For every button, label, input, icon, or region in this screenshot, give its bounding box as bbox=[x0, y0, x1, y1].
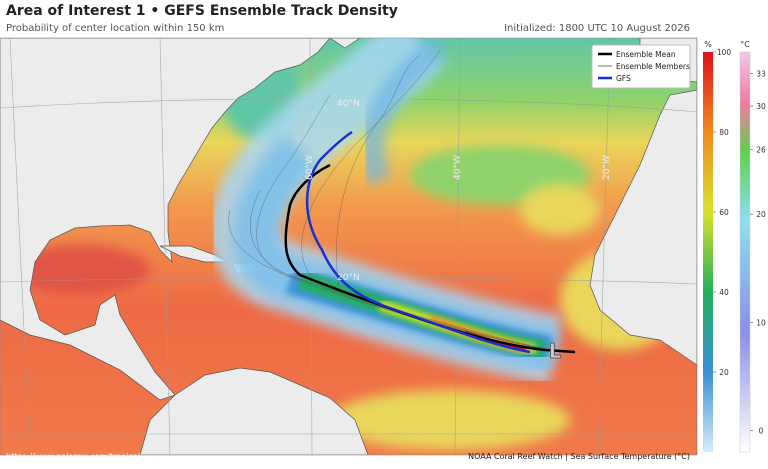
colorbar-unit: °C bbox=[740, 40, 750, 49]
colorbar-tick-label: 33 bbox=[756, 70, 766, 79]
colorbar-tick-label: 60 bbox=[719, 208, 729, 217]
legend-label: GFS bbox=[616, 74, 631, 83]
gfs-track bbox=[305, 130, 531, 354]
map-frame bbox=[0, 37, 698, 456]
footer-credit: NOAA Coral Reef Watch | Sea Surface Temp… bbox=[468, 452, 690, 461]
colorbar-tick-label: 40 bbox=[719, 288, 729, 297]
lat-label: 20°N bbox=[337, 273, 360, 283]
lon-label: 40°W bbox=[453, 155, 463, 180]
legend-label: Ensemble Members bbox=[616, 62, 690, 71]
colorbar-tick-label: 26 bbox=[756, 145, 766, 154]
colorbar-tick-label: 10 bbox=[756, 318, 766, 327]
colorbar-unit: % bbox=[704, 40, 712, 49]
lon-label: 20°W bbox=[602, 155, 612, 180]
storm-marker: L bbox=[549, 339, 562, 363]
colorbar-tick-label: 100 bbox=[717, 48, 732, 57]
colorbar-tick-label: 20 bbox=[756, 210, 766, 219]
greenland-canada bbox=[329, 38, 361, 49]
map-area: L 40°N 20°N 0° 100°W 80°W 60°W 40°W 20°W bbox=[0, 38, 697, 455]
colorbar-tick-label: 80 bbox=[719, 128, 729, 137]
colorbar-tick-label: 0 bbox=[759, 426, 764, 435]
lon-label: 60°W bbox=[305, 155, 315, 180]
lon-label: 80°W bbox=[155, 155, 165, 180]
colorbar-sst bbox=[739, 51, 751, 453]
colorbar-tick-label: 30 bbox=[756, 102, 766, 111]
lat-label: 40°N bbox=[337, 99, 360, 109]
legend-label: Ensemble Mean bbox=[616, 50, 676, 59]
lat-label: 0° bbox=[340, 425, 350, 435]
footer-url: https://www.polarwx.com/tropical bbox=[6, 452, 140, 461]
title: Area of Interest 1 • GEFS Ensemble Track… bbox=[6, 3, 398, 19]
north-america bbox=[0, 38, 331, 401]
legend: Ensemble Mean Ensemble Members GFS bbox=[591, 44, 691, 89]
colorbar-tick-label: 20 bbox=[719, 368, 729, 377]
africa bbox=[589, 38, 697, 455]
south-america bbox=[139, 367, 369, 455]
lon-label: 100°W bbox=[5, 154, 15, 185]
subtitle: Probability of center location within 15… bbox=[6, 23, 224, 34]
ensemble-members bbox=[228, 49, 561, 353]
init-time: Initialized: 1800 UTC 10 August 2026 bbox=[504, 23, 690, 34]
ensemble-mean-track bbox=[284, 163, 576, 354]
legend-box bbox=[591, 44, 691, 89]
colorbar-percent bbox=[703, 52, 713, 452]
